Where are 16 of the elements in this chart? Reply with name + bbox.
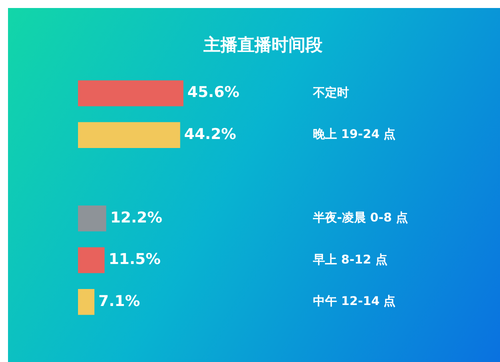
y-tick-label: 晚上 19-24 点 — [312, 127, 396, 142]
y-tick-label: 半夜-凌晨 0-8 点 — [312, 210, 408, 225]
data-label: 11.5% — [108, 250, 161, 268]
y-tick-label: 早上 8-12 点 — [312, 252, 388, 266]
y-tick-label: 中午 12-14 点 — [312, 294, 396, 308]
text: 主播直播时间段 — [202, 36, 324, 56]
y-tick-label: 不定时 — [312, 85, 349, 100]
bar — [78, 247, 105, 274]
bar — [78, 122, 180, 148]
bar — [78, 288, 94, 315]
data-label: 12.2% — [110, 208, 162, 226]
bar — [78, 206, 106, 232]
bar — [78, 80, 184, 106]
data-label: 45.6% — [187, 83, 240, 102]
data-label: 7.1% — [98, 292, 140, 310]
data-label: 44.2% — [184, 124, 236, 143]
